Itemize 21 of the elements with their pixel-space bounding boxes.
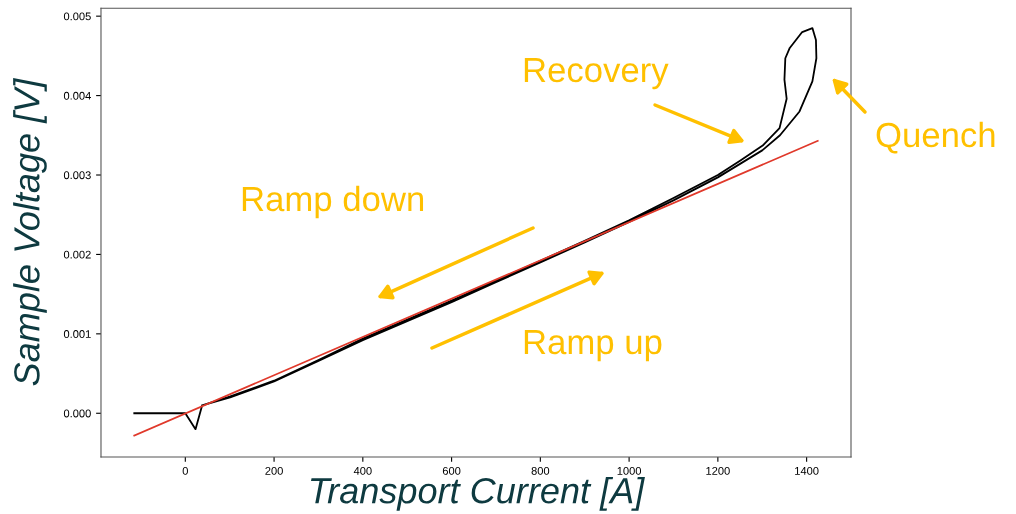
x-tick-label: 200 [265,466,283,475]
x-tick-label: 1400 [795,466,819,475]
y-tick-label: 0.005 [63,12,91,21]
y-axis-title: Sample Voltage [V] [13,78,47,386]
line-series [133,27,818,431]
annotation: Recovery [524,58,669,90]
x-tick-label: 800 [531,466,550,475]
y-tick-label: 0.001 [63,330,91,338]
x-axis-title: Transport Current [A] [311,477,645,511]
x-tick-label: 0 [182,466,188,475]
y-tick-label: 0.004 [63,91,91,100]
x-tick-label: 600 [442,466,461,475]
annotation: Ramp up [524,330,662,362]
y-tick-label: 0.000 [63,409,91,418]
x-tick-label: 400 [353,466,372,475]
text: Quench [876,121,995,154]
y-tick-label: 0.002 [63,250,91,259]
annotation: Ramp down [242,185,424,219]
y-tick-label: 0.003 [63,171,91,180]
x-tick-label: 1200 [706,466,730,475]
x-tick-label: 1000 [617,466,642,475]
